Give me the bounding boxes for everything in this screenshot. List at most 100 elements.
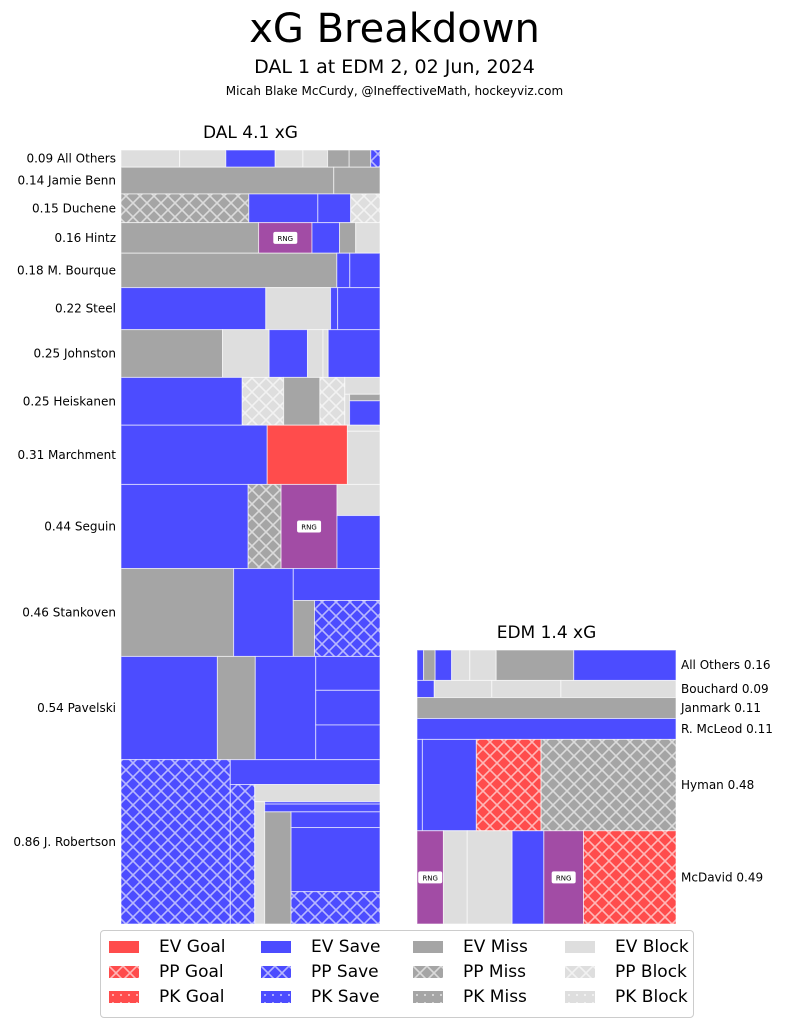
chart-title: xG Breakdown: [249, 6, 540, 52]
player-block-r-mcleod: [416, 718, 677, 740]
legend-item-pk-goal: PK Goal: [109, 985, 225, 1009]
rng-badge-label: RNG: [422, 874, 438, 882]
player-block-pavelski: [120, 655, 381, 761]
legend-label: EV Save: [311, 937, 381, 957]
player-block-mcdavid: RNG RNG: [416, 830, 677, 925]
shot-ev-block: [346, 430, 381, 485]
player-block-all-others: [416, 649, 677, 681]
shot-ev-save: [349, 252, 381, 289]
shot-pp-miss: [540, 738, 677, 832]
player-label-j-robertson: 0.86 J. Robertson: [13, 835, 116, 849]
legend-label: PK Goal: [159, 987, 225, 1007]
player-block-duchene: [120, 193, 381, 224]
shot-ev-save: [511, 830, 545, 925]
rng-badge: [273, 231, 298, 244]
player-label-duchene: 0.15 Duchene: [32, 201, 116, 215]
legend-swatch: [565, 941, 595, 953]
legend-item-pp-save: PP Save: [261, 960, 379, 984]
player-block-hyman: [416, 738, 677, 832]
legend-item-pp-miss: PP Miss: [413, 960, 526, 984]
shot-ev-save: [248, 193, 319, 224]
shot-pp-save: [290, 891, 381, 925]
player-label-all-others: All Others 0.16: [681, 658, 771, 672]
legend-swatch: [109, 941, 139, 953]
shot-ev-block: [306, 329, 324, 378]
player-block-jamie-benn: [120, 166, 381, 195]
shot-ev-save: [254, 655, 317, 761]
player-label-all-others: 0.09 All Others: [26, 152, 116, 166]
player-label-pavelski: 0.54 Pavelski: [37, 701, 116, 715]
shot-ev-save: [434, 649, 453, 681]
legend-label: EV Block: [615, 937, 689, 957]
shot-ev-save: [416, 718, 677, 740]
shot-ev-block: [491, 679, 562, 699]
shot-ev-miss: [349, 393, 381, 402]
legend-item-pk-block: PK Block: [565, 985, 688, 1009]
shot-ev-block: [355, 222, 381, 254]
shot-pp-miss: [120, 193, 250, 224]
shot-ev-block: [344, 393, 351, 426]
rng-badge-label: RNG: [278, 235, 294, 243]
legend-item-pk-save: PK Save: [261, 985, 380, 1009]
rng-badge-label: RNG: [301, 523, 317, 531]
shot-ev-save: [290, 811, 381, 829]
shot-ev-block: [442, 830, 468, 925]
shot-ev-block: [322, 329, 329, 378]
legend-item-ev-miss: EV Miss: [413, 935, 528, 959]
player-label-r-mcleod: R. McLeod 0.11: [681, 722, 773, 736]
shot-ev-block: [120, 149, 181, 168]
player-block-heiskanen: [120, 376, 381, 426]
shot-pp-block: [319, 376, 346, 426]
dal-treemap: DAL 4.1 xG 0.09 All Others 0.14 Jamie Benn…: [13, 123, 381, 925]
shot-ev-block: [560, 679, 677, 699]
legend-swatch: [261, 941, 291, 953]
legend-label: PK Save: [311, 987, 380, 1007]
legend-label: PP Block: [615, 962, 687, 982]
player-block-janmark: [416, 697, 677, 720]
shot-pp-goal: [475, 738, 542, 832]
shot-pp-save: [120, 759, 231, 925]
player-label-heiskanen: 0.25 Heiskanen: [23, 394, 116, 408]
legend: EV Goal EV Save EV Miss EV Block PP Goal PP S…: [100, 930, 694, 1018]
shot-ev-block: [336, 483, 381, 517]
shot-ev-save: [120, 424, 268, 485]
legend-swatch: [413, 991, 443, 1003]
shot-ev-block: [346, 424, 381, 432]
chart-credit: Micah Blake McCurdy, @IneffectiveMath, h…: [225, 84, 564, 98]
legend-swatch: [109, 991, 139, 1003]
legend-label: PK Miss: [463, 987, 527, 1007]
shot-ev-save: [315, 655, 381, 691]
shot-ev-save: [233, 568, 294, 657]
legend-item-pp-block: PP Block: [565, 960, 687, 984]
legend-swatch: [413, 941, 443, 953]
shot-ev-miss: [120, 568, 235, 657]
legend-item-ev-goal: EV Goal: [109, 935, 226, 959]
player-label-hyman: Hyman 0.48: [681, 778, 754, 792]
player-label-mcdavid: McDavid 0.49: [681, 870, 763, 884]
player-label-jamie-benn: 0.14 Jamie Benn: [18, 174, 116, 188]
shot-ev-miss: [339, 222, 357, 254]
shot-ev-save: [120, 376, 243, 426]
legend-swatch: [261, 966, 291, 978]
player-label-bouchard: Bouchard 0.09: [681, 682, 769, 696]
shot-pp-save: [314, 600, 381, 657]
shot-ev-save: [120, 655, 218, 761]
player-block-seguin: RNG: [120, 483, 381, 570]
player-block-bouchard: [416, 679, 677, 699]
shot-ev-miss: [216, 655, 256, 761]
legend-label: PK Block: [615, 987, 688, 1007]
shot-ev-block: [265, 287, 332, 331]
player-label-hintz: 0.16 Hintz: [55, 231, 117, 245]
rng-badge: [297, 520, 322, 533]
player-block-marchment: [120, 424, 381, 485]
legend-swatch: [565, 991, 595, 1003]
shot-pp-block: [241, 376, 285, 426]
shot-ev-save: [317, 193, 352, 224]
shot-ev-miss: [327, 149, 350, 168]
shot-ev-save: [416, 649, 425, 681]
shot-ev-save: [120, 483, 249, 570]
player-label-johnston: 0.25 Johnston: [33, 347, 116, 361]
legend-label: PP Miss: [463, 962, 527, 982]
shot-ev-block: [222, 329, 270, 378]
